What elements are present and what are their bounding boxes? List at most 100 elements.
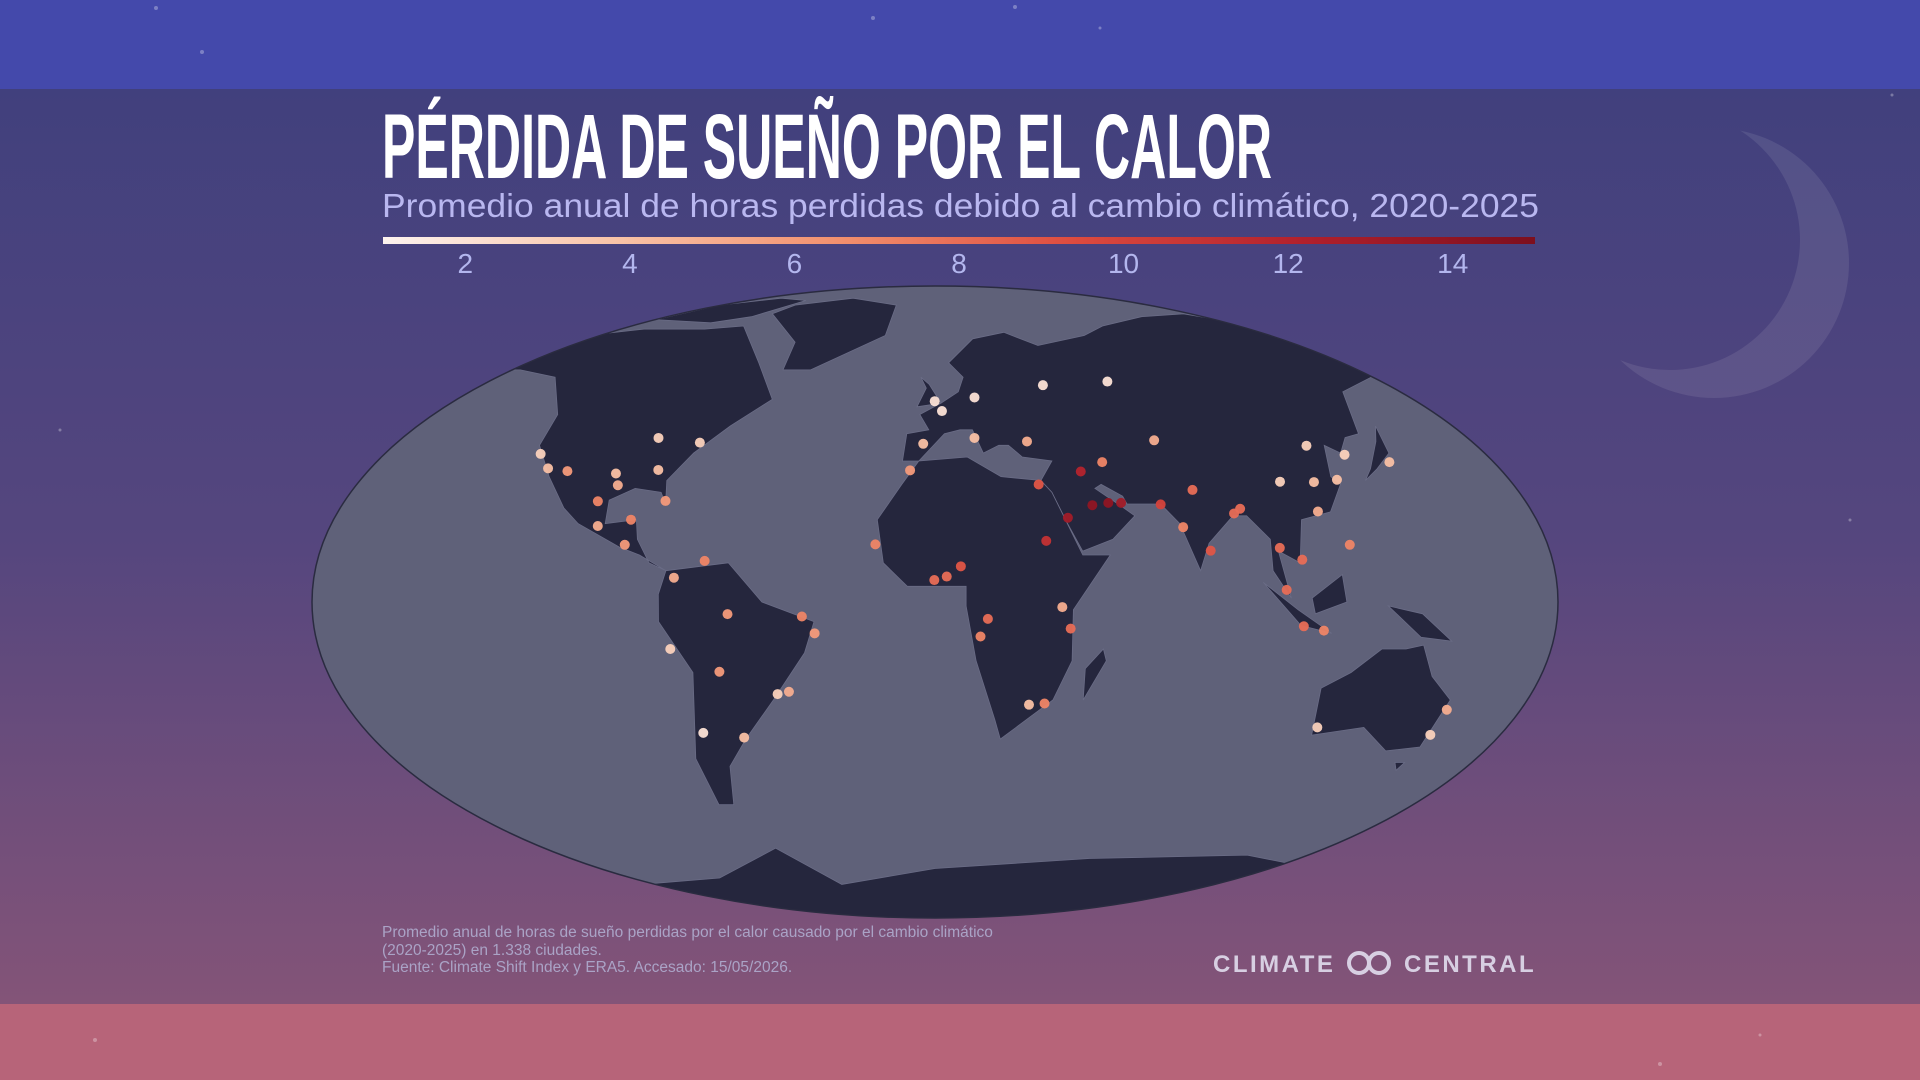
bottom-band bbox=[0, 1004, 1920, 1080]
landmass bbox=[657, 562, 815, 806]
landmass bbox=[1386, 605, 1453, 642]
city-point bbox=[955, 561, 966, 572]
colorbar-tick-label: 10 bbox=[1108, 248, 1139, 279]
city-point bbox=[1178, 522, 1189, 533]
city-point bbox=[796, 611, 807, 622]
city-point bbox=[739, 732, 750, 743]
city-point bbox=[809, 628, 820, 639]
colorbar-tick-label: 12 bbox=[1273, 248, 1304, 279]
landmass bbox=[1311, 644, 1451, 752]
logo-word: CENTRAL bbox=[1404, 951, 1536, 978]
city-point bbox=[929, 575, 940, 586]
city-point bbox=[698, 727, 709, 738]
city-point bbox=[1339, 449, 1350, 460]
logo-mark bbox=[1347, 951, 1391, 975]
landmass bbox=[1365, 425, 1390, 481]
landmass bbox=[1311, 573, 1348, 615]
city-point bbox=[1425, 729, 1436, 740]
landmass bbox=[1394, 762, 1406, 772]
city-point bbox=[783, 686, 794, 697]
landmass bbox=[771, 297, 897, 371]
city-point bbox=[1075, 466, 1086, 477]
city-point bbox=[1116, 497, 1127, 508]
city-point bbox=[625, 514, 636, 525]
top-band bbox=[0, 0, 1920, 89]
city-point bbox=[1274, 542, 1285, 553]
city-point bbox=[694, 437, 705, 448]
city-point bbox=[543, 463, 554, 474]
city-point bbox=[535, 448, 546, 459]
city-point bbox=[969, 392, 980, 403]
city-point bbox=[612, 480, 623, 491]
city-point bbox=[969, 432, 980, 443]
city-point bbox=[936, 406, 947, 417]
city-point bbox=[1062, 512, 1073, 523]
city-point bbox=[1087, 500, 1098, 511]
city-point bbox=[1297, 554, 1308, 565]
note-line: Fuente: Climate Shift Index y ERA5. Acce… bbox=[382, 959, 792, 976]
colorbar-tick-label: 14 bbox=[1437, 248, 1468, 279]
moon bbox=[1579, 128, 1849, 398]
city-points bbox=[535, 376, 1494, 769]
city-point bbox=[668, 572, 679, 583]
note-line: (2020-2025) en 1.338 ciudades. bbox=[382, 942, 602, 959]
city-point bbox=[975, 631, 986, 642]
city-point bbox=[1308, 477, 1319, 488]
city-point bbox=[660, 495, 671, 506]
city-point bbox=[1205, 545, 1216, 556]
city-point bbox=[1275, 476, 1286, 487]
city-point bbox=[905, 465, 916, 476]
city-point bbox=[714, 666, 725, 677]
note-line: Promedio anual de horas de sueño perdida… bbox=[382, 924, 993, 941]
city-point bbox=[929, 396, 940, 407]
city-point bbox=[870, 539, 881, 550]
city-point bbox=[772, 689, 783, 700]
colorbar: 2 4 6 8 10 12 14 bbox=[383, 237, 1535, 279]
city-point bbox=[619, 539, 630, 550]
city-point bbox=[665, 644, 676, 655]
city-point bbox=[1023, 699, 1034, 710]
city-point bbox=[610, 468, 621, 479]
land bbox=[477, 297, 1509, 918]
city-point bbox=[699, 555, 710, 566]
city-point bbox=[1149, 435, 1160, 446]
city-point bbox=[1039, 698, 1050, 709]
colorbar-tick-label: 8 bbox=[951, 248, 967, 279]
city-point bbox=[1097, 457, 1108, 468]
city-point bbox=[918, 438, 929, 449]
city-point bbox=[722, 609, 733, 620]
city-point bbox=[1041, 535, 1052, 546]
city-point bbox=[1103, 497, 1114, 508]
city-point bbox=[592, 496, 603, 507]
city-point bbox=[1021, 436, 1032, 447]
notes: Promedio anual de horas de sueño perdida… bbox=[382, 924, 993, 976]
landmass bbox=[1262, 582, 1332, 634]
title: PÉRDIDA DE SUEÑO POR EL CALOR bbox=[382, 95, 1272, 198]
city-point bbox=[1037, 380, 1048, 391]
map-outline bbox=[311, 285, 1559, 919]
city-point bbox=[1312, 722, 1323, 733]
logo-word: CLIMATE bbox=[1213, 951, 1335, 978]
city-point bbox=[1057, 602, 1068, 613]
city-point bbox=[1187, 484, 1198, 495]
city-point bbox=[941, 571, 952, 582]
city-point bbox=[1155, 499, 1166, 510]
logo: CLIMATE CENTRAL bbox=[1213, 951, 1536, 978]
city-point bbox=[1065, 623, 1076, 634]
map bbox=[312, 286, 1558, 918]
city-point bbox=[1033, 479, 1044, 490]
city-point bbox=[653, 432, 664, 443]
landmass bbox=[876, 456, 1112, 740]
city-point bbox=[1301, 440, 1312, 451]
city-point bbox=[982, 613, 993, 624]
city-point bbox=[1102, 376, 1113, 387]
city-point bbox=[1235, 503, 1246, 514]
city-point bbox=[1384, 457, 1395, 468]
city-point bbox=[1344, 539, 1355, 550]
subtitle: Promedio anual de horas perdidas debido … bbox=[382, 187, 1539, 224]
ocean bbox=[312, 286, 1558, 918]
colorbar-tick-label: 6 bbox=[787, 248, 803, 279]
city-point bbox=[1281, 584, 1292, 595]
